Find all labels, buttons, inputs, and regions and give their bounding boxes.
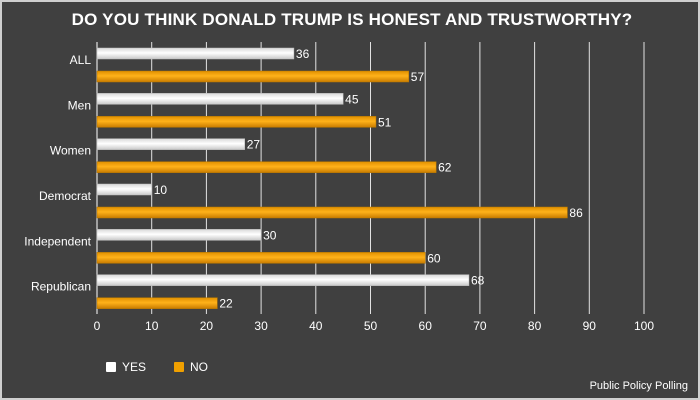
x-tick-label-90: 90 — [583, 319, 597, 333]
legend-item-no: NO — [174, 360, 208, 374]
bar-yes-democrat — [96, 183, 152, 196]
bar-yes-women — [96, 138, 245, 150]
legend-swatch-yes — [106, 362, 116, 372]
source-credit: Public Policy Polling — [589, 380, 688, 392]
data-label-yes-women: 27 — [247, 138, 261, 152]
category-label-all: ALL — [70, 53, 92, 67]
bar-yes-all — [96, 47, 295, 60]
x-tick-label-60: 60 — [419, 319, 433, 333]
data-label-yes-men: 45 — [345, 92, 359, 106]
bar-yes-men — [96, 93, 344, 105]
x-tick-label-30: 30 — [254, 319, 268, 333]
data-label-yes-democrat: 10 — [154, 183, 168, 197]
category-label-republican: Republican — [31, 280, 91, 294]
x-tick-label-100: 100 — [634, 319, 654, 333]
legend-label-yes: YES — [122, 360, 147, 374]
x-tick-label-0: 0 — [94, 319, 101, 333]
bar-no-democrat — [96, 206, 568, 219]
x-tick-label-10: 10 — [145, 319, 159, 333]
bar-no-republican — [96, 297, 218, 309]
legend-swatch-no — [174, 362, 184, 372]
data-label-no-all: 57 — [411, 70, 425, 84]
x-tick-label-70: 70 — [473, 319, 487, 333]
data-label-no-men: 51 — [378, 115, 392, 129]
data-label-yes-all: 36 — [296, 47, 310, 61]
bar-no-all — [96, 70, 410, 83]
bar-yes-independent — [96, 229, 262, 241]
chart-title: DO YOU THINK DONALD TRUMP IS HONEST AND … — [71, 10, 633, 29]
data-label-no-democrat: 86 — [569, 206, 583, 220]
category-label-democrat: Democrat — [39, 189, 92, 203]
legend-label-no: NO — [190, 360, 208, 374]
x-tick-label-80: 80 — [528, 319, 542, 333]
bar-yes-republican — [96, 274, 470, 286]
data-label-no-independent: 60 — [427, 251, 441, 265]
bar-no-independent — [96, 252, 426, 264]
data-label-no-women: 62 — [438, 161, 452, 175]
category-label-men: Men — [68, 98, 91, 112]
data-label-yes-independent: 30 — [263, 228, 277, 242]
data-label-yes-republican: 68 — [471, 274, 485, 288]
category-label-women: Women — [50, 144, 91, 158]
category-label-independent: Independent — [24, 234, 91, 248]
x-tick-label-50: 50 — [364, 319, 378, 333]
bar-no-men — [96, 116, 377, 128]
bar-no-women — [96, 161, 437, 173]
x-tick-label-20: 20 — [200, 319, 214, 333]
legend-item-yes: YES — [106, 360, 146, 374]
x-tick-label-40: 40 — [309, 319, 323, 333]
data-label-no-republican: 22 — [219, 297, 233, 311]
